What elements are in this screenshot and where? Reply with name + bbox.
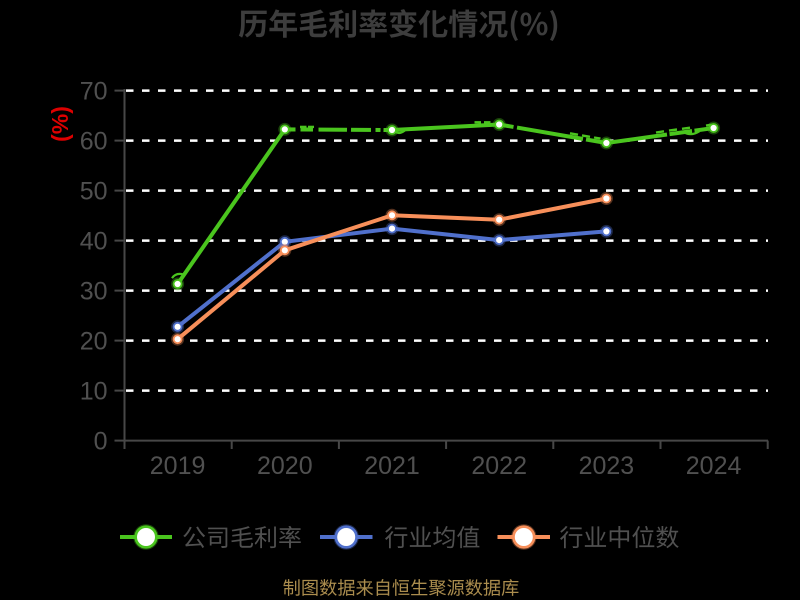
svg-text:2021: 2021 bbox=[364, 452, 420, 480]
svg-text:40: 40 bbox=[80, 228, 108, 256]
svg-text:30: 30 bbox=[80, 278, 108, 306]
svg-text:60: 60 bbox=[80, 128, 108, 156]
svg-text:2019: 2019 bbox=[150, 452, 206, 480]
svg-text:(%): (%) bbox=[47, 106, 73, 142]
svg-text:2024: 2024 bbox=[686, 452, 742, 480]
svg-text:50: 50 bbox=[80, 178, 108, 206]
svg-text:2022: 2022 bbox=[471, 452, 527, 480]
svg-text:10: 10 bbox=[80, 378, 108, 406]
svg-text:20: 20 bbox=[80, 328, 108, 356]
svg-text:70: 70 bbox=[80, 78, 108, 106]
svg-text:2023: 2023 bbox=[579, 452, 635, 480]
svg-text:0: 0 bbox=[94, 428, 108, 456]
svg-text:2020: 2020 bbox=[257, 452, 313, 480]
